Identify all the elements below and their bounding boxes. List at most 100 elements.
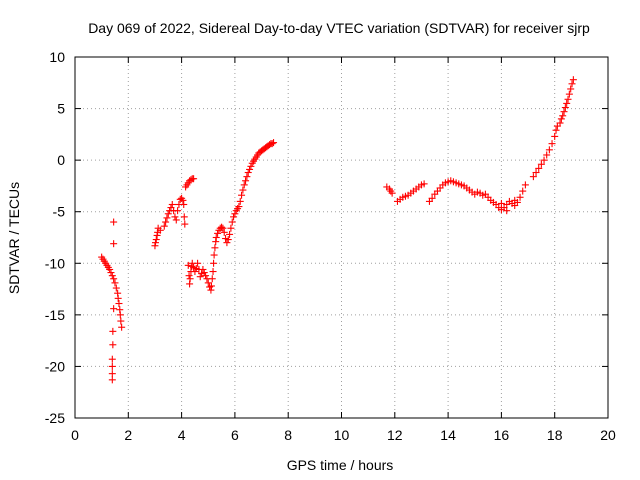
data-point [210, 259, 218, 267]
y-tick-label: -15 [45, 307, 65, 323]
y-tick-label: -20 [45, 358, 65, 374]
data-point [109, 341, 117, 349]
data-point [206, 283, 214, 291]
data-point [110, 218, 118, 226]
data-point [212, 234, 220, 241]
data-point [503, 207, 511, 215]
data-point [219, 224, 227, 232]
data-point [230, 213, 238, 221]
data-point [207, 282, 215, 290]
data-point [537, 160, 545, 168]
data-point [160, 222, 168, 230]
data-point [559, 112, 567, 120]
data-point [227, 224, 235, 232]
data-point [180, 213, 188, 221]
data-point [543, 151, 551, 159]
data-point [199, 265, 207, 273]
data-point [540, 156, 548, 164]
y-tick-label: -10 [45, 255, 65, 271]
data-point [564, 95, 572, 103]
data-point [236, 197, 244, 205]
data-point [116, 311, 124, 319]
data-point [110, 240, 118, 248]
data-point [111, 279, 119, 287]
data-point [108, 272, 116, 280]
data-point [115, 300, 123, 308]
data-point [184, 261, 192, 269]
data-point [521, 181, 529, 189]
data-point [519, 187, 527, 195]
data-point [551, 132, 559, 140]
data-point [174, 207, 182, 215]
data-point [194, 259, 202, 267]
data-point [563, 99, 571, 107]
data-point [552, 126, 560, 134]
data-point [532, 169, 540, 177]
data-point [200, 269, 208, 277]
data-point [223, 239, 231, 247]
data-point [228, 218, 236, 226]
data-point [185, 272, 193, 280]
data-point [202, 272, 210, 280]
x-tick-label: 2 [124, 427, 132, 443]
data-point [181, 220, 189, 228]
data-point [246, 165, 254, 173]
data-point [210, 251, 218, 259]
data-point [109, 327, 117, 335]
data-point [108, 370, 116, 378]
data-point [179, 196, 187, 204]
data-point [565, 90, 573, 98]
data-point [118, 323, 126, 331]
grid [75, 57, 608, 418]
x-tick-label: 8 [284, 427, 292, 443]
chart-title: Day 069 of 2022, Sidereal Day-to-day VTE… [88, 20, 590, 36]
x-tick-label: 20 [600, 427, 616, 443]
data-point [511, 196, 519, 204]
data-point [211, 244, 219, 252]
x-tick-label: 12 [387, 427, 403, 443]
data-point [556, 119, 564, 127]
data-point [108, 376, 116, 384]
data-point [535, 164, 543, 172]
data-point [242, 177, 250, 185]
data-points [98, 76, 577, 384]
x-tick-label: 14 [440, 427, 456, 443]
data-point [567, 85, 575, 93]
data-point [561, 104, 569, 112]
data-point [545, 146, 553, 154]
y-tick-label: 5 [57, 101, 65, 117]
x-tick-label: 16 [494, 427, 510, 443]
data-point [208, 275, 216, 283]
data-point [247, 162, 255, 170]
data-point [108, 362, 116, 370]
data-point [516, 193, 524, 201]
data-point [171, 213, 179, 221]
data-point [163, 214, 171, 222]
data-point [220, 228, 228, 236]
x-tick-label: 18 [547, 427, 563, 443]
data-point [497, 199, 505, 207]
x-tick-label: 6 [231, 427, 239, 443]
data-point [568, 80, 576, 88]
data-point [186, 275, 194, 283]
data-point [117, 317, 125, 325]
data-point [244, 169, 252, 177]
data-point [218, 223, 226, 231]
data-point [268, 140, 276, 148]
data-point [196, 273, 204, 281]
data-point [156, 226, 164, 234]
data-point [226, 230, 234, 238]
x-axis-label: GPS time / hours [287, 457, 394, 473]
data-point [190, 175, 198, 183]
data-point [557, 115, 565, 123]
data-point [106, 265, 114, 273]
data-point [172, 216, 180, 224]
x-tick-label: 0 [71, 427, 79, 443]
data-point [231, 210, 239, 218]
axis-ticks: 0 2 4 6 8 10 12 14 16 18 20 10 5 0 -5 -10 -15 -20 -25 [45, 49, 616, 443]
data-point [428, 194, 436, 202]
data-point [151, 239, 159, 247]
y-tick-label: -5 [53, 204, 66, 220]
data-point [529, 173, 537, 181]
